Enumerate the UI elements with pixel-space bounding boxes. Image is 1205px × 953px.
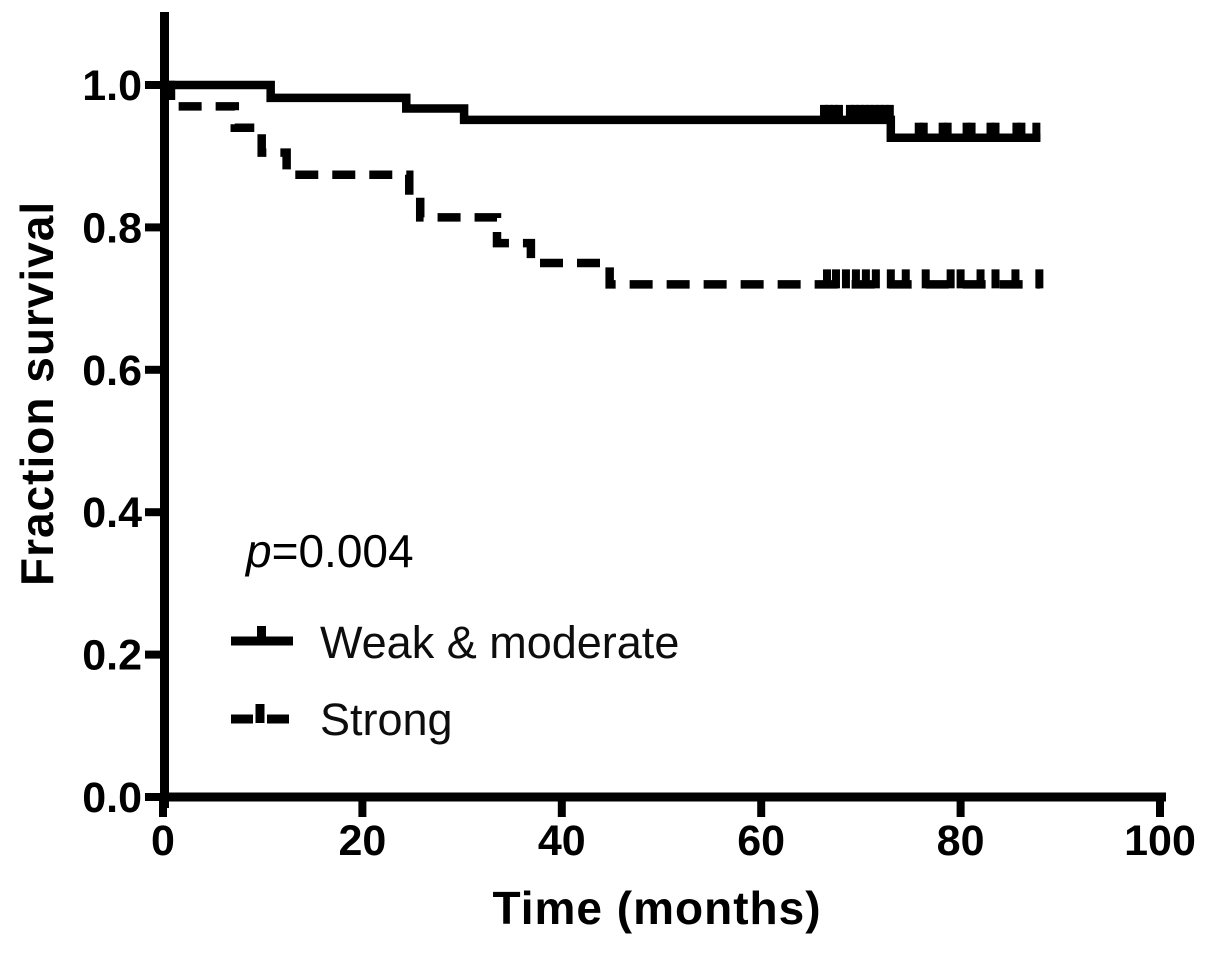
p-symbol: p xyxy=(246,525,272,577)
svg-text:0.6: 0.6 xyxy=(82,347,142,395)
y-axis-title: Fraction survival xyxy=(11,200,63,586)
svg-text:20: 20 xyxy=(338,817,386,865)
legend-label-strong: Strong xyxy=(320,694,453,745)
svg-text:0.8: 0.8 xyxy=(82,204,142,252)
svg-text:0.0: 0.0 xyxy=(82,774,142,822)
svg-text:0: 0 xyxy=(151,817,175,865)
legend-label-weak-moderate: Weak & moderate xyxy=(320,617,680,668)
svg-text:100: 100 xyxy=(1124,817,1196,865)
svg-text:1.0: 1.0 xyxy=(82,62,142,110)
svg-text:0.2: 0.2 xyxy=(82,632,142,680)
svg-text:80: 80 xyxy=(937,817,985,865)
svg-text:0.4: 0.4 xyxy=(82,489,142,537)
p-value-annotation: p=0.004 xyxy=(246,528,414,574)
p-value-text: =0.004 xyxy=(271,525,414,577)
x-axis-title: Time (months) xyxy=(492,882,822,934)
svg-text:40: 40 xyxy=(538,817,586,865)
svg-text:60: 60 xyxy=(737,817,785,865)
